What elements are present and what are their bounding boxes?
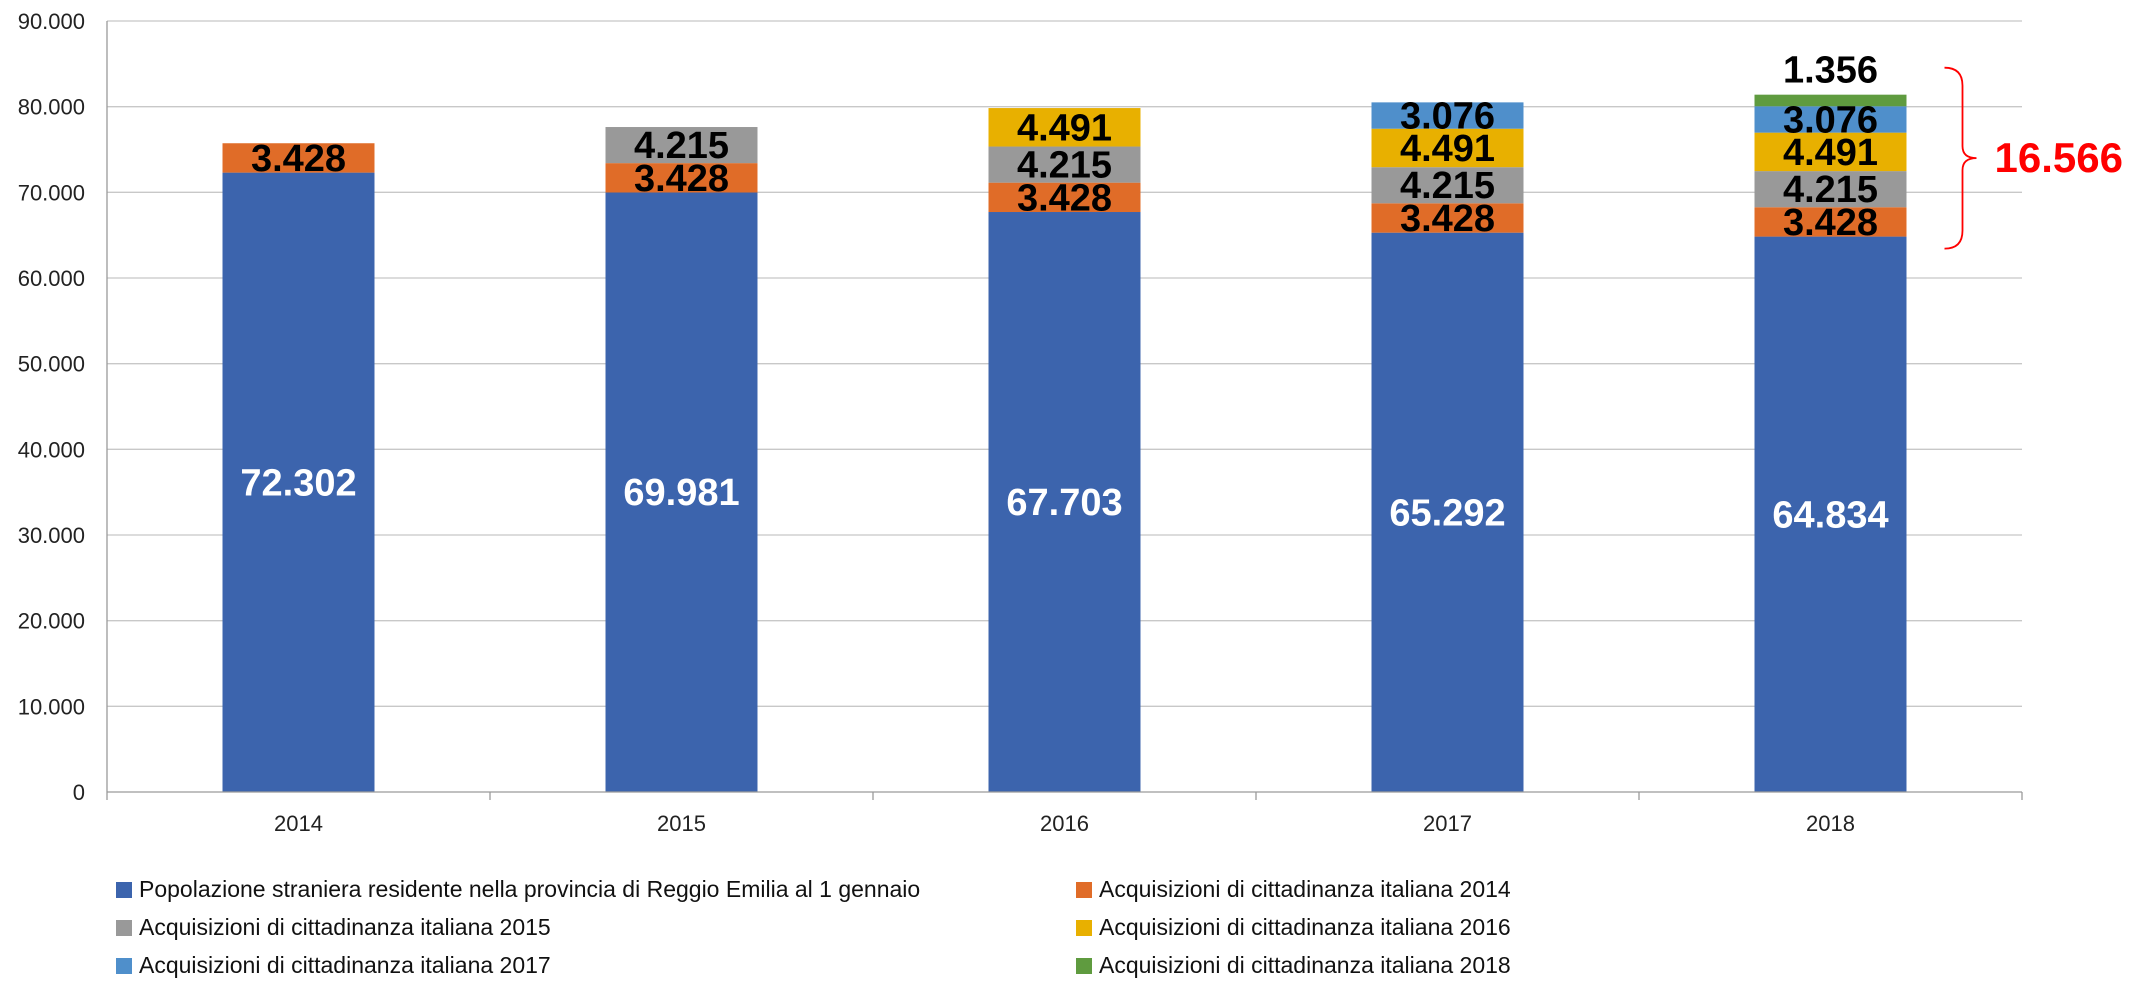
bar-segment <box>1754 94 1907 107</box>
bar-segment <box>1754 236 1907 792</box>
data-label: 69.981 <box>623 472 739 514</box>
bar-segment <box>988 108 1141 147</box>
data-label: 3.428 <box>1400 198 1495 240</box>
bar-segment <box>1371 203 1524 233</box>
data-label: 72.302 <box>240 462 356 504</box>
data-label: 65.292 <box>1389 492 1505 534</box>
y-tick-label: 0 <box>73 780 85 805</box>
data-label: 3.428 <box>1017 177 1112 219</box>
data-label: 4.215 <box>1017 145 1112 187</box>
bar-segment <box>222 172 375 793</box>
data-label: 4.215 <box>1783 169 1878 211</box>
bar-segment <box>1754 207 1907 237</box>
y-tick-label: 30.000 <box>18 523 85 548</box>
total-annotation: 16.566 <box>1944 66 2123 250</box>
bar-segment <box>1371 102 1524 129</box>
data-label: 3.428 <box>251 138 346 180</box>
bar-segment <box>1371 232 1524 792</box>
legend-item: Acquisizioni di cittadinanza italiana 20… <box>116 914 551 941</box>
data-label: 67.703 <box>1006 482 1122 524</box>
data-label: 4.491 <box>1017 107 1112 149</box>
legend-swatch <box>1076 919 1092 936</box>
y-tick-label: 60.000 <box>18 266 85 291</box>
x-tick-label: 2016 <box>1040 811 1089 836</box>
x-tick-label: 2015 <box>657 811 706 836</box>
legend-swatch <box>116 881 132 898</box>
data-label: 64.834 <box>1772 494 1888 536</box>
bar-segment <box>1371 167 1524 204</box>
x-axis: 2014 2015 2016 2017 2018 <box>106 21 2023 836</box>
bar-segment <box>1754 171 1907 208</box>
data-label: 4.491 <box>1783 132 1878 174</box>
data-label: 3.428 <box>634 158 729 200</box>
total-label: 16.566 <box>1995 134 2123 181</box>
bar-segment <box>605 163 758 193</box>
y-tick-label: 80.000 <box>18 95 85 120</box>
legend-item: Acquisizioni di cittadinanza italiana 20… <box>1076 876 1511 903</box>
x-tick-label: 2017 <box>1423 811 1472 836</box>
bar-segment <box>1371 128 1524 168</box>
legend-swatch <box>116 957 132 974</box>
legend-label: Acquisizioni di cittadinanza italiana 20… <box>139 914 551 940</box>
data-label: 4.215 <box>1400 165 1495 207</box>
bar-segment <box>222 143 375 173</box>
legend-swatch <box>116 919 132 936</box>
brace-icon <box>1944 66 1977 250</box>
data-label: 4.215 <box>634 125 729 167</box>
legend-item: Acquisizioni di cittadinanza italiana 20… <box>1076 952 1511 979</box>
y-tick-label: 40.000 <box>18 437 85 462</box>
data-label: 3.076 <box>1400 96 1495 138</box>
y-tick-label: 20.000 <box>18 609 85 634</box>
legend-swatch <box>1076 957 1092 974</box>
data-label: 1.356 <box>1783 50 1878 92</box>
bars: 72.3023.42869.9813.4284.21567.7033.4284.… <box>222 50 1907 793</box>
legend-label: Acquisizioni di cittadinanza italiana 20… <box>1099 914 1511 940</box>
bar-segment <box>988 182 1141 213</box>
y-tick-label: 70.000 <box>18 180 85 205</box>
bar-segment <box>1754 106 1907 133</box>
legend-label: Acquisizioni di cittadinanza italiana 20… <box>139 952 551 978</box>
legend-label: Acquisizioni di cittadinanza italiana 20… <box>1099 876 1511 902</box>
y-tick-label: 90.000 <box>18 9 85 34</box>
bar-segment <box>988 212 1141 792</box>
data-label: 4.491 <box>1400 128 1495 170</box>
bar-segment <box>988 146 1141 183</box>
stacked-bar-chart: 0 10.000 20.000 30.000 40.000 50.000 60.000 70.… <box>18 9 2123 836</box>
bar-segment <box>605 192 758 792</box>
y-axis-ticks: 0 10.000 20.000 30.000 40.000 50.000 60.000 70.… <box>18 9 85 805</box>
legend-label: Acquisizioni di cittadinanza italiana 20… <box>1099 952 1511 978</box>
x-tick-label: 2014 <box>274 811 323 836</box>
y-tick-label: 50.000 <box>18 352 85 377</box>
legend-item: Acquisizioni di cittadinanza italiana 20… <box>116 952 551 979</box>
legend-item: Popolazione straniera residente nella pr… <box>116 876 920 903</box>
data-label: 3.076 <box>1783 99 1878 141</box>
legend-swatch <box>1076 881 1092 898</box>
legend-label: Popolazione straniera residente nella pr… <box>139 876 921 902</box>
y-tick-label: 10.000 <box>18 694 85 719</box>
bar-segment <box>1754 132 1907 172</box>
bar-segment <box>605 127 758 164</box>
x-tick-label: 2018 <box>1806 811 1855 836</box>
data-label: 3.428 <box>1783 202 1878 244</box>
legend-item: Acquisizioni di cittadinanza italiana 20… <box>1076 914 1511 941</box>
